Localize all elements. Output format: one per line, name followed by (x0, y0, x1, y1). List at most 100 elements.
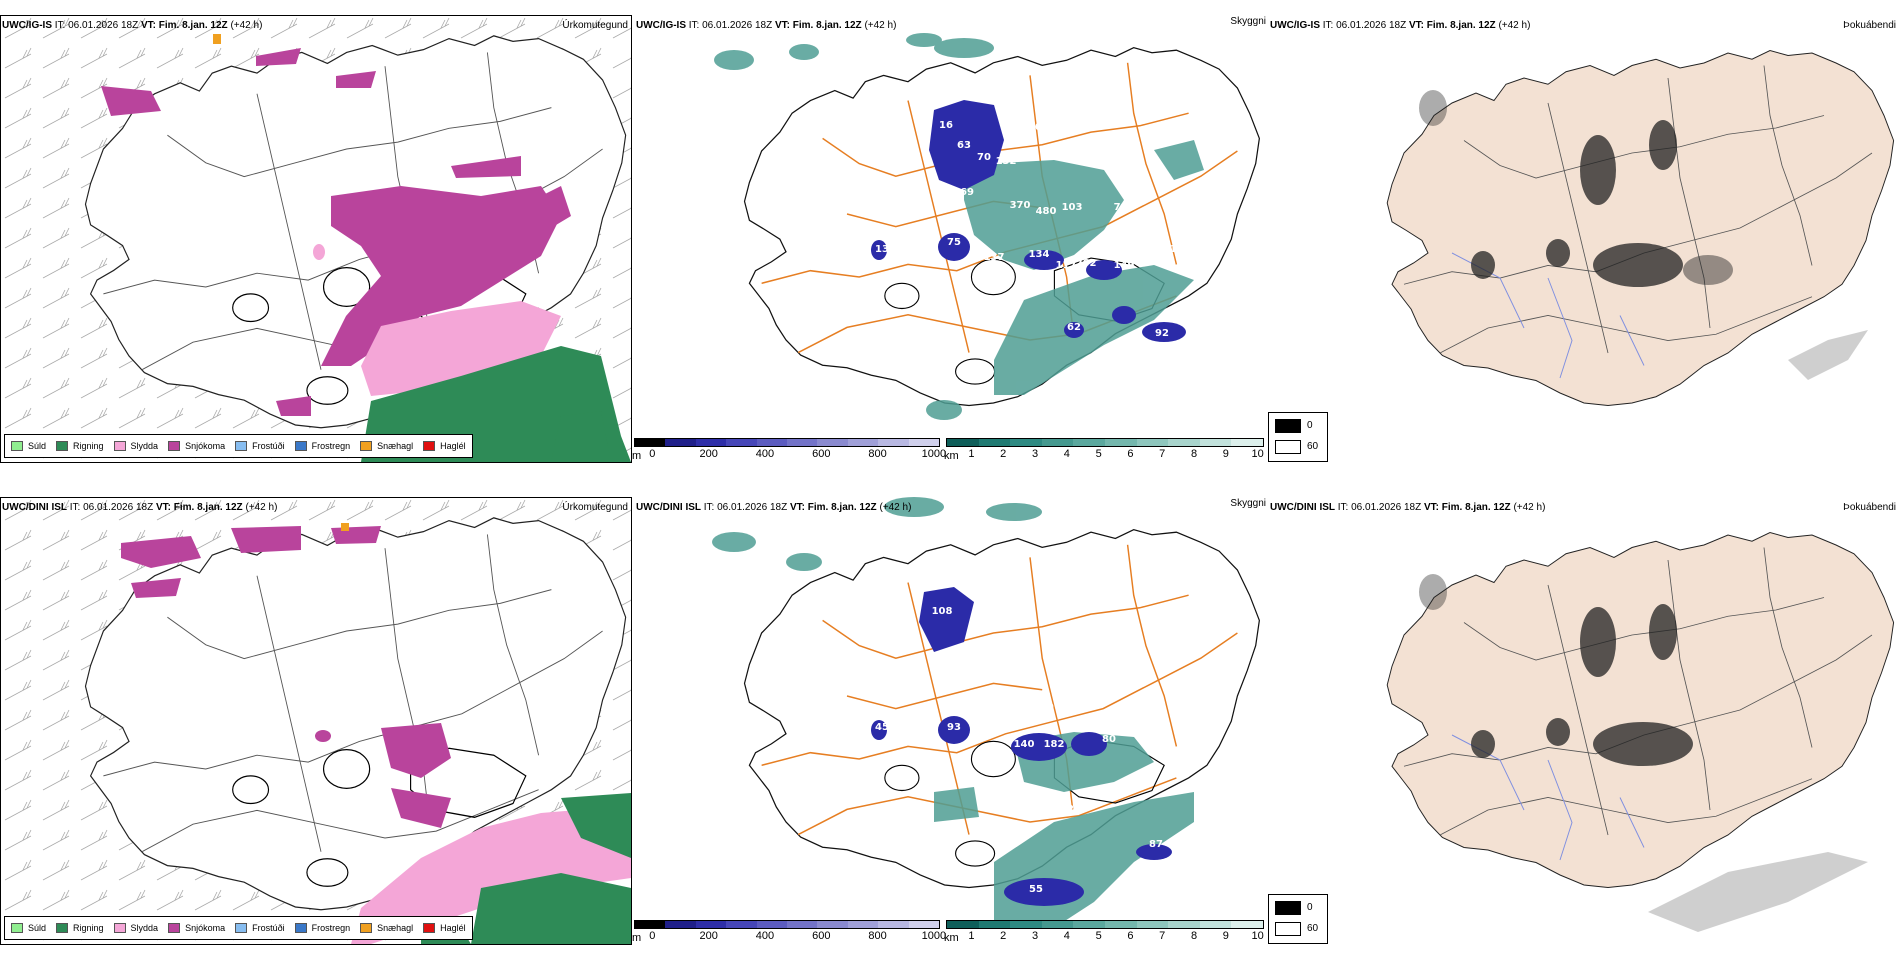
cloudbase-value: 80 (1102, 734, 1116, 745)
sleet-areas (313, 244, 561, 396)
cloudbase-value: 167 (978, 746, 999, 757)
cloudbase-value: 370 (1010, 200, 1031, 211)
colorbar-tick: 5 (1095, 930, 1102, 942)
legend-label: Haglél (440, 923, 466, 933)
legend-swatch (56, 923, 69, 933)
colorbar-tick: 4 (1063, 930, 1070, 942)
fog-label: Þokuábendi (1843, 502, 1896, 513)
legend-item: Rigning (56, 923, 104, 933)
cloudbase-value: 132 (996, 156, 1017, 167)
colorbar-tick: 600 (812, 930, 831, 942)
cloudbase-value: 108 (932, 606, 953, 617)
cloudbase-value: 60 (1024, 692, 1038, 703)
cloudbase-value: 480 (1036, 206, 1057, 217)
legend-item: Frostregn (294, 441, 350, 451)
precip-type-label: Úrkomutegund (562, 502, 628, 513)
colorbar-tick: 7 (1159, 930, 1166, 942)
cloud-visibility-panel: 16 63 70 132 03 370 480 103 789 75 137 134 117 262 124… (632, 0, 1268, 475)
cloud-visibility-panel: 108 88 60 93 304 167 140 182 80 45 55 87 24 97 UWC/DI… (632, 482, 1268, 957)
panel-title: UWC/DINI ISL IT: 06.01.2026 18Z VT: Fim.… (1270, 502, 1546, 513)
legend-item: Snæhagl (360, 441, 413, 451)
legend-swatch (423, 923, 436, 933)
snow-areas (101, 48, 571, 416)
colorbar-segment (947, 921, 979, 928)
legend-swatch (168, 923, 181, 933)
cloudbase-value: 384 (1094, 362, 1115, 373)
colorbar-segment (1168, 439, 1200, 446)
colorbar-segment (1136, 921, 1169, 928)
legend-swatch (360, 441, 373, 451)
legend-swatch (113, 923, 126, 933)
colorbar-tick: 1000 (921, 930, 947, 942)
colorbar-tick: 9 (1222, 930, 1229, 942)
legend-swatch (235, 441, 248, 451)
colorbar-segment (878, 439, 909, 446)
cloudbase-value: 63 (957, 140, 971, 151)
fog-key: 0 60 (1268, 412, 1328, 462)
colorbar-segment (817, 921, 848, 928)
visibility-label: Skyggni (1230, 16, 1266, 27)
rain-areas (361, 346, 631, 462)
cloudbase-value: 55 (1029, 884, 1043, 895)
snow-areas (121, 526, 451, 828)
legend-item: Snjókoma (168, 923, 225, 933)
visibility-colorbar: 1 2 3 4 5 6 7 8 9 10 km (944, 438, 1264, 464)
legend-swatch (11, 923, 23, 933)
colorbar-segment (1041, 921, 1074, 928)
colorbar-segment (665, 921, 696, 928)
cloudbase-value: 137 (984, 252, 1005, 263)
cloudbase-value: 332 (1134, 214, 1155, 225)
cloudbase-value: 103 (1062, 202, 1083, 213)
colorbar-segment (726, 439, 757, 446)
colorbar-segment (726, 921, 757, 928)
fog-key-label: 60 (1307, 441, 1319, 452)
cloudbase-value: 13 (875, 244, 889, 255)
forecast-row-1: UWC/IG-IS IT: 06.01.2026 18Z VT: Fim. 8.… (0, 0, 1900, 475)
colorbar-segment (847, 921, 879, 928)
panel-title: UWC/IG-IS IT: 06.01.2026 18Z VT: Fim. 8.… (1270, 20, 1531, 31)
cloudbase-value: 304 (968, 712, 989, 723)
cloudbase-value: 87 (1149, 839, 1163, 850)
fog-key-black (1275, 901, 1301, 915)
fog-key: 0 60 (1268, 894, 1328, 944)
cloudbase-value: 117 (1056, 260, 1077, 271)
colorbar-segment (817, 439, 848, 446)
colorbar-tick: 800 (868, 930, 887, 942)
cloudbase-areas (871, 100, 1186, 342)
cloudbase-value: 75 (947, 237, 961, 248)
fog-key-white (1275, 922, 1301, 936)
legend-swatch (360, 923, 373, 933)
colorbar-segment (1041, 439, 1074, 446)
cloudbase-value: 789 (1114, 202, 1135, 213)
colorbar-tick: 1 (968, 448, 975, 460)
legend-label: Snæhagl (377, 923, 414, 933)
colorbar-tick: 9 (1222, 448, 1229, 460)
colorbar-tick: 8 (1190, 448, 1198, 460)
colorbar-tick: 0 (649, 448, 656, 460)
cloudbase-colorbar: 0 200 400 600 800 1000 m (632, 920, 946, 946)
colorbar-segment (878, 921, 909, 928)
legend-label: Snjókoma (185, 441, 226, 451)
legend-item: Súld (11, 441, 46, 451)
colorbar-segment (665, 439, 696, 446)
legend-swatch (11, 441, 23, 451)
legend-swatch (423, 441, 436, 451)
legend-swatch (56, 441, 69, 451)
colorbar-tick: 3 (1031, 448, 1039, 460)
cloudbase-unit: m (632, 450, 642, 462)
cloudbase-values: 108 88 60 93 304 167 140 182 80 45 55 87 24 97 (875, 606, 1163, 895)
forecast-row-2: UWC/DINI ISL IT: 06.01.2026 18Z VT: Fim.… (0, 482, 1900, 957)
colorbar-segment (1136, 439, 1169, 446)
colorbar-tick: 4 (1063, 448, 1070, 460)
colorbar-tick: 2 (1000, 448, 1007, 460)
fog-panel: UWC/IG-IS IT: 06.01.2026 18Z VT: Fim. 8.… (1268, 0, 1900, 475)
colorbar-segment (756, 439, 788, 446)
cloudbase-value: 140 (1014, 739, 1035, 750)
cloudbase-value: 196 (1150, 246, 1171, 257)
colorbar-tick: 400 (755, 448, 775, 460)
colorbar-segment (1010, 921, 1042, 928)
cloudbase-values: 16 63 70 132 03 370 480 103 789 75 137 134 117 262 124… (875, 120, 1190, 373)
sleet-areas (351, 808, 631, 944)
cloudbase-value: 03 (1035, 122, 1049, 133)
legend-label: Rigning (73, 923, 104, 933)
